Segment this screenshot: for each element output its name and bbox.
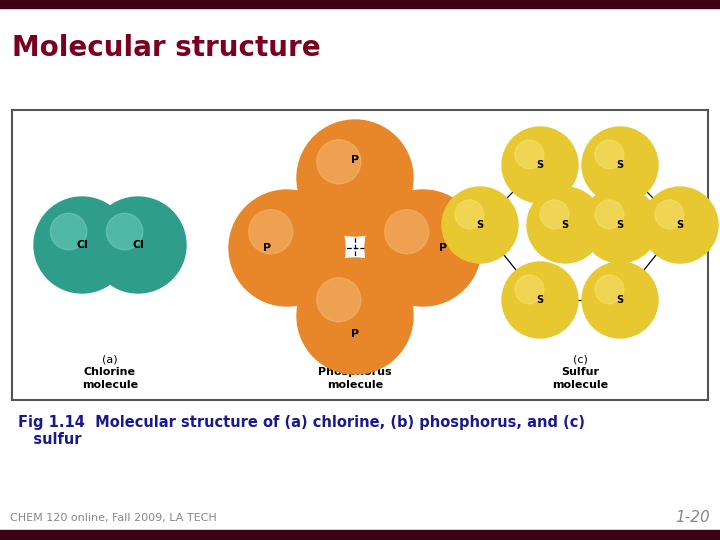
Text: P: P: [351, 329, 359, 339]
FancyBboxPatch shape: [12, 110, 708, 400]
Text: molecule: molecule: [82, 380, 138, 390]
Circle shape: [502, 262, 578, 338]
Text: Phosphorus: Phosphorus: [318, 367, 392, 377]
Circle shape: [595, 200, 624, 229]
Text: molecule: molecule: [327, 380, 383, 390]
Text: S: S: [676, 220, 683, 230]
Circle shape: [540, 200, 569, 229]
Circle shape: [582, 187, 658, 263]
Circle shape: [317, 140, 361, 184]
Circle shape: [50, 213, 87, 250]
Text: Fig 1.14  Molecular structure of (a) chlorine, (b) phosphorus, and (c): Fig 1.14 Molecular structure of (a) chlo…: [18, 415, 585, 430]
Circle shape: [655, 200, 684, 229]
Circle shape: [595, 275, 624, 304]
Circle shape: [595, 140, 624, 169]
Circle shape: [297, 120, 413, 236]
Text: P: P: [351, 155, 359, 165]
Circle shape: [384, 210, 429, 254]
Text: P: P: [439, 243, 447, 253]
Text: Molecular structure: Molecular structure: [12, 34, 320, 62]
Text: 1-20: 1-20: [675, 510, 710, 525]
Circle shape: [248, 210, 293, 254]
Text: Cl: Cl: [132, 240, 144, 250]
Text: S: S: [616, 220, 624, 230]
Text: P: P: [263, 243, 271, 253]
Circle shape: [442, 187, 518, 263]
Circle shape: [90, 197, 186, 293]
Text: S: S: [616, 295, 624, 305]
Text: (c): (c): [572, 355, 588, 365]
Text: S: S: [536, 295, 544, 305]
Circle shape: [297, 258, 413, 374]
Circle shape: [317, 278, 361, 322]
Circle shape: [582, 262, 658, 338]
Text: Cl: Cl: [76, 240, 88, 250]
Text: sulfur: sulfur: [18, 432, 81, 447]
Circle shape: [515, 275, 544, 304]
Circle shape: [365, 190, 481, 306]
Circle shape: [527, 187, 603, 263]
Circle shape: [455, 200, 484, 229]
Text: S: S: [536, 160, 544, 170]
Text: (a): (a): [102, 355, 118, 365]
Circle shape: [582, 127, 658, 203]
Text: (b): (b): [347, 355, 363, 365]
Circle shape: [642, 187, 718, 263]
Text: Sulfur: Sulfur: [561, 367, 599, 377]
Circle shape: [34, 197, 130, 293]
Text: S: S: [477, 220, 484, 230]
Circle shape: [502, 127, 578, 203]
Text: S: S: [616, 160, 624, 170]
Circle shape: [515, 140, 544, 169]
Text: molecule: molecule: [552, 380, 608, 390]
Circle shape: [107, 213, 143, 250]
Circle shape: [229, 190, 345, 306]
Text: S: S: [562, 220, 569, 230]
Text: Chlorine: Chlorine: [84, 367, 136, 377]
Text: CHEM 120 online, Fall 2009, LA TECH: CHEM 120 online, Fall 2009, LA TECH: [10, 513, 217, 523]
